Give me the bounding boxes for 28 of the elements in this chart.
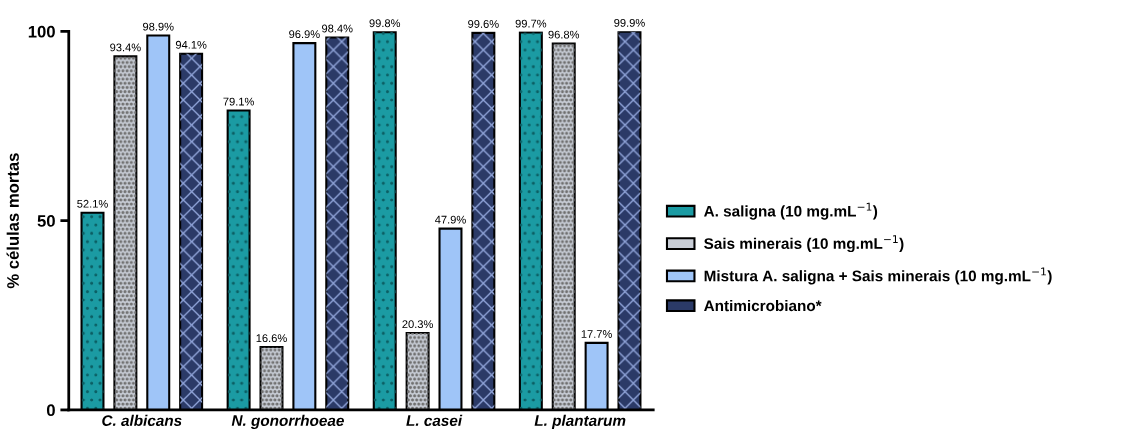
data-label: 20.3% xyxy=(402,320,433,329)
data-label: 94.1% xyxy=(175,40,207,49)
data-label: 96.9% xyxy=(289,30,320,39)
y-axis-title: % células mortas xyxy=(6,153,19,289)
y-tick-label: 0 xyxy=(46,404,55,417)
data-label: 52.1% xyxy=(77,199,108,208)
data-label: 17.7% xyxy=(581,330,612,338)
data-label: 98.9% xyxy=(143,22,174,31)
y-tick-label: 100 xyxy=(28,25,55,38)
data-label: 16.6% xyxy=(256,334,287,343)
data-label: 79.1% xyxy=(223,97,254,106)
x-tick-label: L. plantarum xyxy=(534,414,626,430)
data-label: 96.8% xyxy=(548,30,580,39)
data-label: 99.6% xyxy=(468,20,499,28)
x-tick-label: N. gonorrhoeae xyxy=(231,414,344,430)
legend-label: Mistura A. saligna + Sais minerais (10 mg.mL$^{−1}$) xyxy=(704,267,1052,285)
data-label: 93.4% xyxy=(110,43,141,52)
data-label: 98.4% xyxy=(322,24,353,33)
x-tick-label: C. albicans xyxy=(102,414,182,426)
data-label: 99.9% xyxy=(614,18,645,27)
data-label: 99.8% xyxy=(369,19,401,28)
y-tick-label: 50 xyxy=(37,215,55,227)
legend-label: A. saligna (10 mg.mL$^{−1}$) xyxy=(704,202,878,220)
legend-label: Antimicrobiano* xyxy=(704,299,822,312)
x-tick-label: L. casei xyxy=(406,414,463,426)
data-label: 47.9% xyxy=(434,215,466,224)
legend-label: Sais minerais (10 mg.mL$^{−1}$) xyxy=(704,235,904,253)
data-label: 99.7% xyxy=(515,19,547,28)
